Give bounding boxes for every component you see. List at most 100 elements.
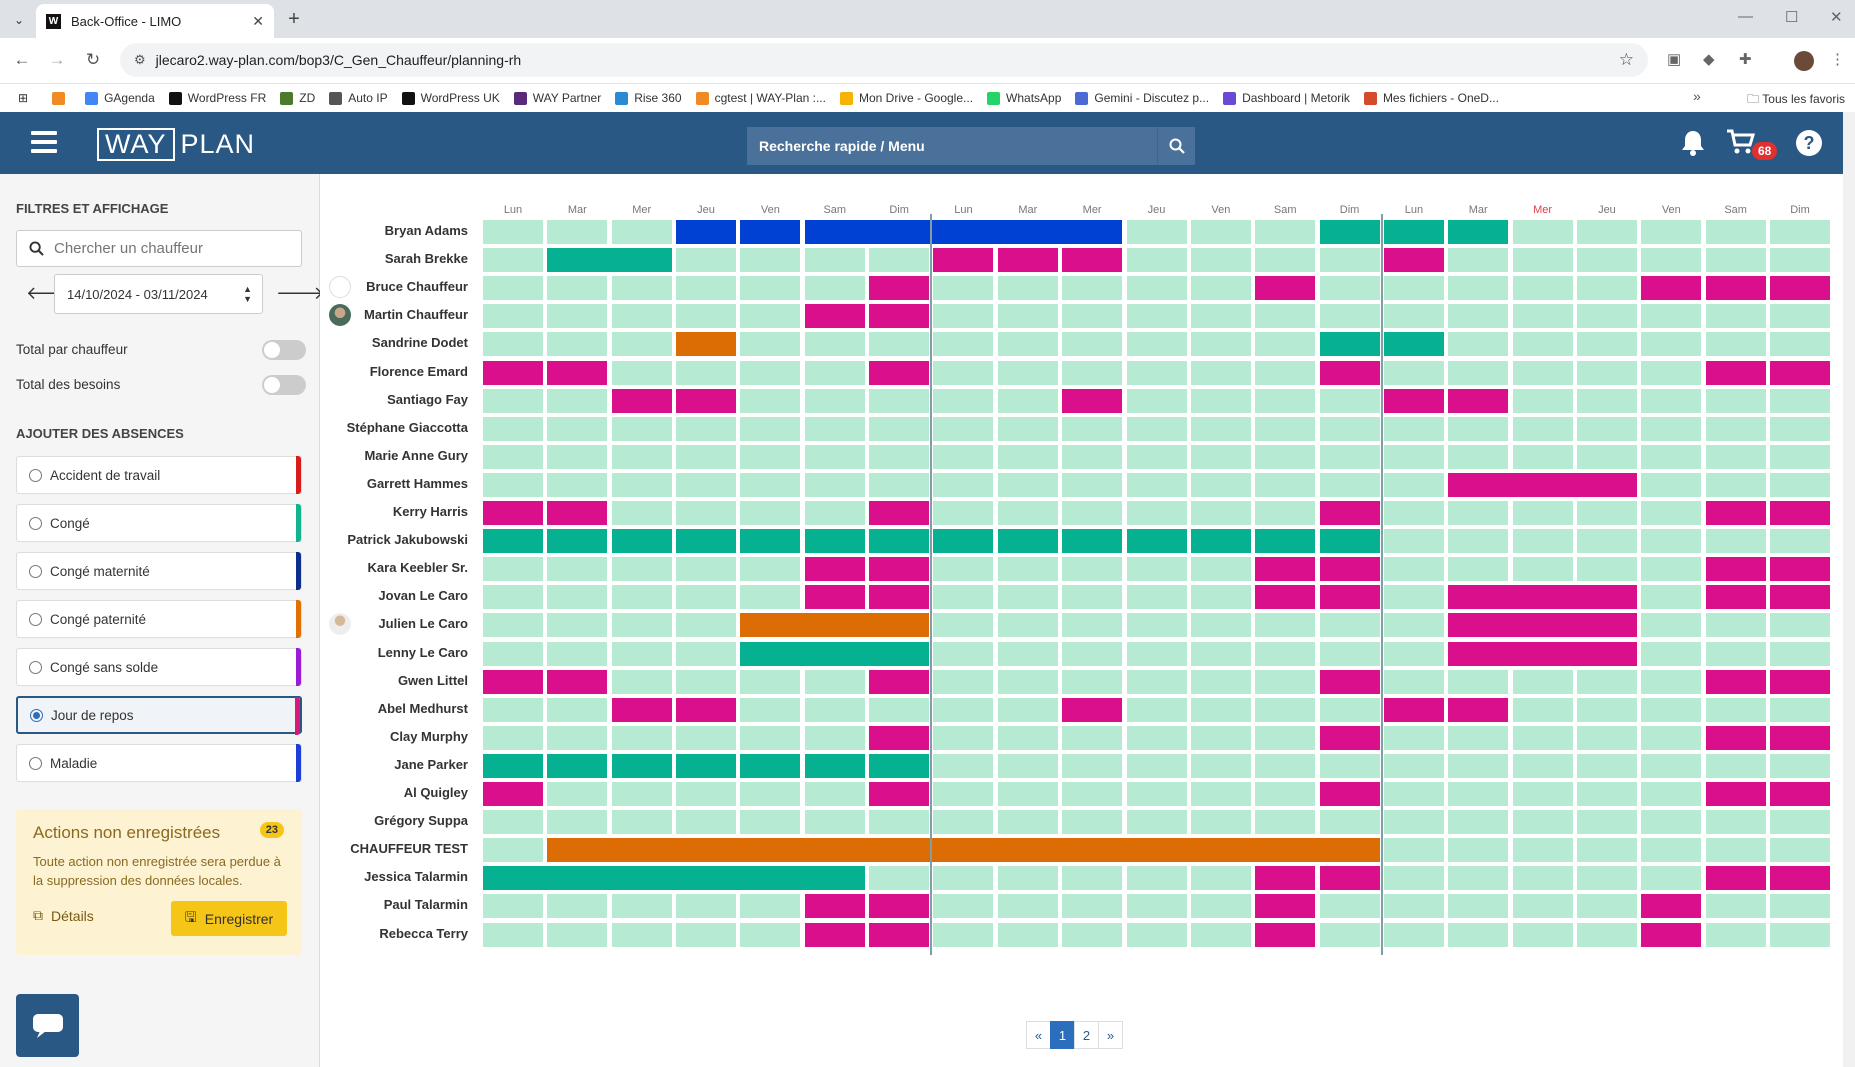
empty-cell[interactable] <box>1448 332 1509 357</box>
empty-cell[interactable] <box>1641 613 1702 638</box>
empty-cell[interactable] <box>804 810 865 835</box>
empty-cell[interactable] <box>1062 753 1123 778</box>
empty-cell[interactable] <box>1126 304 1187 329</box>
empty-cell[interactable] <box>869 810 930 835</box>
radio-icon[interactable] <box>29 564 42 578</box>
absence-cell[interactable] <box>1705 276 1766 301</box>
absence-cell[interactable] <box>1255 866 1316 891</box>
empty-cell[interactable] <box>1062 304 1123 329</box>
empty-cell[interactable] <box>1126 697 1187 722</box>
absence-cell[interactable] <box>1448 472 1637 497</box>
absence-cell[interactable] <box>1319 557 1380 582</box>
empty-cell[interactable] <box>611 444 672 469</box>
empty-cell[interactable] <box>1126 501 1187 525</box>
empty-cell[interactable] <box>483 697 543 722</box>
empty-cell[interactable] <box>1126 782 1187 806</box>
empty-cell[interactable] <box>740 810 801 835</box>
empty-cell[interactable] <box>1190 444 1251 469</box>
driver-name[interactable]: Bryan Adams <box>384 223 468 238</box>
empty-cell[interactable] <box>933 304 994 329</box>
absence-cell[interactable] <box>1319 360 1380 385</box>
empty-cell[interactable] <box>740 472 801 497</box>
empty-cell[interactable] <box>1190 782 1251 806</box>
empty-cell[interactable] <box>869 866 930 891</box>
bookmarks-all-folder[interactable]: 🗀 Tous les favoris <box>1747 92 1845 106</box>
empty-cell[interactable] <box>1705 894 1766 919</box>
empty-cell[interactable] <box>1255 444 1316 469</box>
empty-cell[interactable] <box>1705 388 1766 413</box>
absence-cell[interactable] <box>1255 922 1316 947</box>
empty-cell[interactable] <box>1770 248 1830 273</box>
empty-cell[interactable] <box>997 641 1058 666</box>
empty-cell[interactable] <box>1641 838 1702 863</box>
empty-cell[interactable] <box>676 725 737 750</box>
absence-cell[interactable] <box>997 248 1058 273</box>
driver-name[interactable]: Kerry Harris <box>392 504 468 519</box>
empty-cell[interactable] <box>1448 529 1509 554</box>
empty-cell[interactable] <box>1062 501 1123 525</box>
absence-cell[interactable] <box>547 360 608 385</box>
empty-cell[interactable] <box>1255 810 1316 835</box>
empty-cell[interactable] <box>676 276 737 301</box>
absence-cell[interactable] <box>1641 922 1702 947</box>
forward-icon[interactable]: → <box>48 50 66 69</box>
tab-close-icon[interactable]: ✕ <box>252 12 264 29</box>
empty-cell[interactable] <box>676 360 737 385</box>
empty-cell[interactable] <box>933 669 994 694</box>
bookmarks-more-icon[interactable]: » <box>1693 88 1701 104</box>
empty-cell[interactable] <box>1190 641 1251 666</box>
empty-cell[interactable] <box>1383 444 1444 469</box>
empty-cell[interactable] <box>997 613 1058 638</box>
hamburger-menu-icon[interactable] <box>31 131 57 153</box>
empty-cell[interactable] <box>1255 220 1316 244</box>
absence-cell[interactable] <box>1770 557 1830 582</box>
driver-name[interactable]: Grégory Suppa <box>374 813 468 829</box>
absence-cell[interactable] <box>997 529 1058 554</box>
empty-cell[interactable] <box>1319 276 1380 301</box>
absence-option[interactable]: Congé paternité <box>16 600 302 638</box>
empty-cell[interactable] <box>933 782 994 806</box>
empty-cell[interactable] <box>547 810 608 835</box>
radio-icon[interactable] <box>30 708 43 722</box>
empty-cell[interactable] <box>1126 753 1187 778</box>
empty-cell[interactable] <box>611 501 672 525</box>
empty-cell[interactable] <box>869 416 930 441</box>
empty-cell[interactable] <box>483 472 543 497</box>
absence-cell[interactable] <box>676 220 737 244</box>
empty-cell[interactable] <box>740 416 801 441</box>
empty-cell[interactable] <box>1190 332 1251 357</box>
empty-cell[interactable] <box>804 697 865 722</box>
bookmark-item[interactable]: Dashboard | Metorik <box>1223 91 1350 105</box>
empty-cell[interactable] <box>1705 472 1766 497</box>
empty-cell[interactable] <box>1255 360 1316 385</box>
empty-cell[interactable] <box>869 332 930 357</box>
empty-cell[interactable] <box>611 782 672 806</box>
driver-name[interactable]: Paul Talarmin <box>383 897 468 913</box>
absence-cell[interactable] <box>804 585 865 610</box>
absence-cell[interactable] <box>483 501 543 525</box>
empty-cell[interactable] <box>676 248 737 273</box>
empty-cell[interactable] <box>1705 613 1766 638</box>
empty-cell[interactable] <box>676 444 737 469</box>
empty-cell[interactable] <box>1319 894 1380 919</box>
empty-cell[interactable] <box>869 388 930 413</box>
empty-cell[interactable] <box>933 332 994 357</box>
empty-cell[interactable] <box>547 585 608 610</box>
empty-cell[interactable] <box>611 276 672 301</box>
empty-cell[interactable] <box>1190 585 1251 610</box>
empty-cell[interactable] <box>1512 360 1573 385</box>
empty-cell[interactable] <box>1641 304 1702 329</box>
absence-option[interactable]: Congé <box>16 504 302 542</box>
empty-cell[interactable] <box>1705 697 1766 722</box>
empty-cell[interactable] <box>1190 501 1251 525</box>
absence-cell[interactable] <box>1255 894 1316 919</box>
absence-cell[interactable] <box>547 838 1380 863</box>
empty-cell[interactable] <box>483 922 543 947</box>
empty-cell[interactable] <box>1512 557 1573 582</box>
tab-search-chevron-icon[interactable]: ⌄ <box>13 13 25 27</box>
empty-cell[interactable] <box>1062 557 1123 582</box>
empty-cell[interactable] <box>1383 472 1444 497</box>
empty-cell[interactable] <box>1062 922 1123 947</box>
absence-cell[interactable] <box>1383 332 1444 357</box>
browser-menu-icon[interactable]: ⋮ <box>1830 51 1845 68</box>
